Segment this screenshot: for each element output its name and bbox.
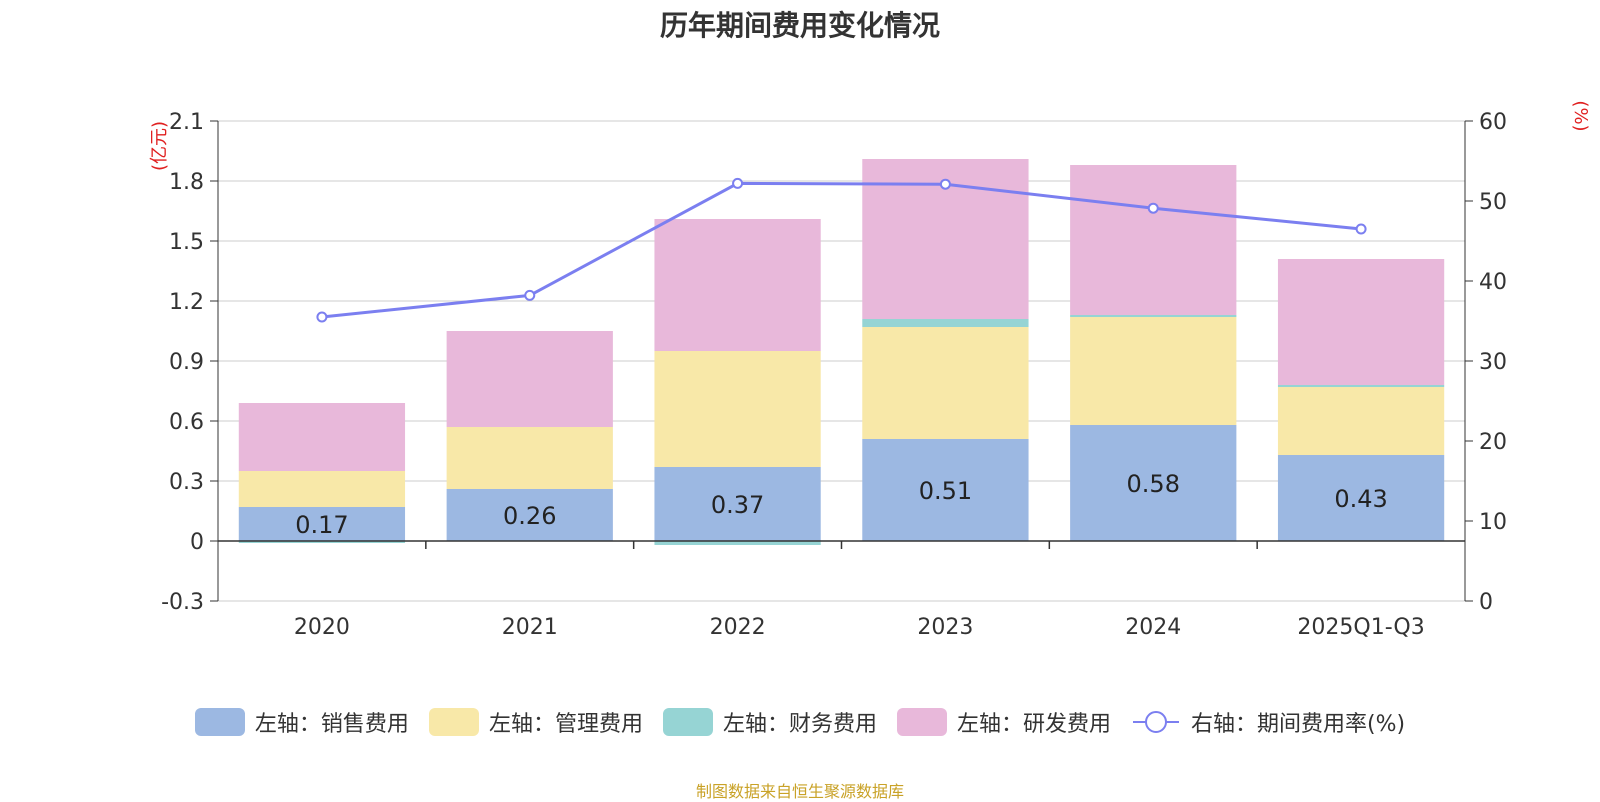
bar-data-label: 0.26: [503, 502, 556, 530]
bar-series-2-2023: [862, 319, 1029, 327]
bar-series-2-2025Q1-Q3: [1277, 385, 1445, 387]
category-label: 2025Q1-Q3: [1297, 615, 1424, 640]
right-axis-tick-label: 30: [1479, 350, 1507, 375]
left-axis-tick-label: 2.1: [169, 110, 204, 135]
right-axis-tick-label: 50: [1479, 190, 1507, 215]
chart-title: 历年期间费用变化情况: [659, 9, 940, 42]
legend-item-expense-ratio[interactable]: 右轴：期间费用率(%): [1131, 706, 1405, 738]
legend-swatch-admin: [428, 708, 479, 736]
legend-label-finance: 左轴：财务费用: [722, 712, 877, 737]
bar-series-3-2020: [238, 403, 406, 471]
legend-swatch-sales: [194, 708, 245, 736]
legend-item-sales[interactable]: 左轴：销售费用: [194, 706, 409, 738]
bar-series-3-2024: [1070, 165, 1237, 315]
bar-series-1-2022: [654, 351, 821, 467]
category-label: 2021: [502, 615, 558, 640]
right-axis-tick-label: 20: [1479, 430, 1507, 455]
bar-data-label: 0.37: [711, 491, 764, 519]
legend: 左轴：销售费用 左轴：管理费用 左轴：财务费用 左轴：研发费用 右轴：期间费用率…: [0, 706, 1600, 738]
bar-data-label: 0.58: [1127, 470, 1180, 498]
left-axis-tick-label: 1.2: [169, 290, 204, 315]
bar-series-3-2025Q1-Q3: [1277, 259, 1445, 385]
bar-series-0-2021: [446, 489, 613, 541]
bar-series-0-2022: [654, 467, 821, 541]
legend-swatch-rnd: [896, 708, 947, 736]
right-axis-tick-label: 40: [1479, 270, 1507, 295]
left-axis-tick-label: -0.3: [161, 590, 204, 615]
legend-label-sales: 左轴：销售费用: [254, 712, 409, 737]
bar-series-1-2020: [238, 471, 406, 507]
bar-series-2-2020: [238, 541, 406, 543]
bar-series-1-2025Q1-Q3: [1277, 387, 1445, 455]
left-axis-tick-label: 0.3: [169, 470, 204, 495]
legend-label-admin: 左轴：管理费用: [488, 712, 643, 737]
right-axis-tick-label: 60: [1479, 110, 1507, 135]
category-label: 2020: [294, 615, 350, 640]
legend-item-finance[interactable]: 左轴：财务费用: [662, 706, 877, 738]
right-axis-tick-label: 10: [1479, 510, 1507, 535]
legend-label-rnd: 左轴：研发费用: [956, 712, 1111, 737]
chart-canvas: -0.3 0 0.3 0.6 0.9 1.2 1.5 1.8 2.1 0 10 20 30 40 50 60 (…: [149, 100, 1591, 640]
bar-data-label: 0.51: [919, 477, 972, 505]
legend-line-marker-icon: [1132, 711, 1179, 733]
left-axis-tick-label: 0: [190, 530, 204, 555]
left-axis-tick-label: 0.9: [169, 350, 204, 375]
bar-series-1-2024: [1070, 317, 1237, 425]
left-axis-tick-label: 0.6: [169, 410, 204, 435]
expense-ratio-point-2023: [939, 178, 951, 190]
expense-ratio-point-2021: [524, 289, 536, 301]
expense-ratio-point-2020: [316, 311, 328, 323]
source-note: 制图数据来自恒生聚源数据库: [695, 782, 904, 801]
bar-series-0-2025Q1-Q3: [1277, 455, 1445, 541]
left-axis-unit-label: (亿元): [149, 121, 170, 171]
category-label: 2024: [1125, 615, 1181, 640]
expense-ratio-point-2025Q1-Q3: [1355, 223, 1367, 235]
expense-ratio-point-2022: [732, 177, 744, 189]
bar-series-3-2022: [654, 219, 821, 351]
legend-item-rnd[interactable]: 左轴：研发费用: [896, 706, 1111, 738]
bar-series-0-2023: [862, 439, 1029, 541]
left-axis-tick-label: 1.8: [169, 170, 204, 195]
bar-data-label: 0.43: [1334, 485, 1387, 513]
right-axis-tick-label: 0: [1479, 590, 1493, 615]
right-axis-unit-label: (%): [1570, 100, 1591, 131]
legend-label-expense-ratio: 右轴：期间费用率(%): [1190, 712, 1406, 737]
legend-swatch-finance: [662, 708, 713, 736]
bar-series-0-2024: [1070, 425, 1237, 541]
left-axis-tick-label: 1.5: [169, 230, 204, 255]
bar-series-1-2021: [446, 427, 613, 489]
bar-data-label: 0.17: [295, 511, 348, 539]
bar-series-2-2024: [1070, 315, 1237, 317]
bar-series-3-2021: [446, 331, 613, 427]
bar-series-0-2020: [238, 507, 406, 541]
category-label: 2022: [710, 615, 766, 640]
bar-series-2-2022: [654, 541, 821, 545]
expense-ratio-point-2024: [1147, 202, 1159, 214]
bar-series-1-2023: [862, 327, 1029, 439]
legend-item-admin[interactable]: 左轴：管理费用: [428, 706, 643, 738]
category-label: 2023: [917, 615, 973, 640]
expense-ratio-line: [321, 181, 1362, 319]
